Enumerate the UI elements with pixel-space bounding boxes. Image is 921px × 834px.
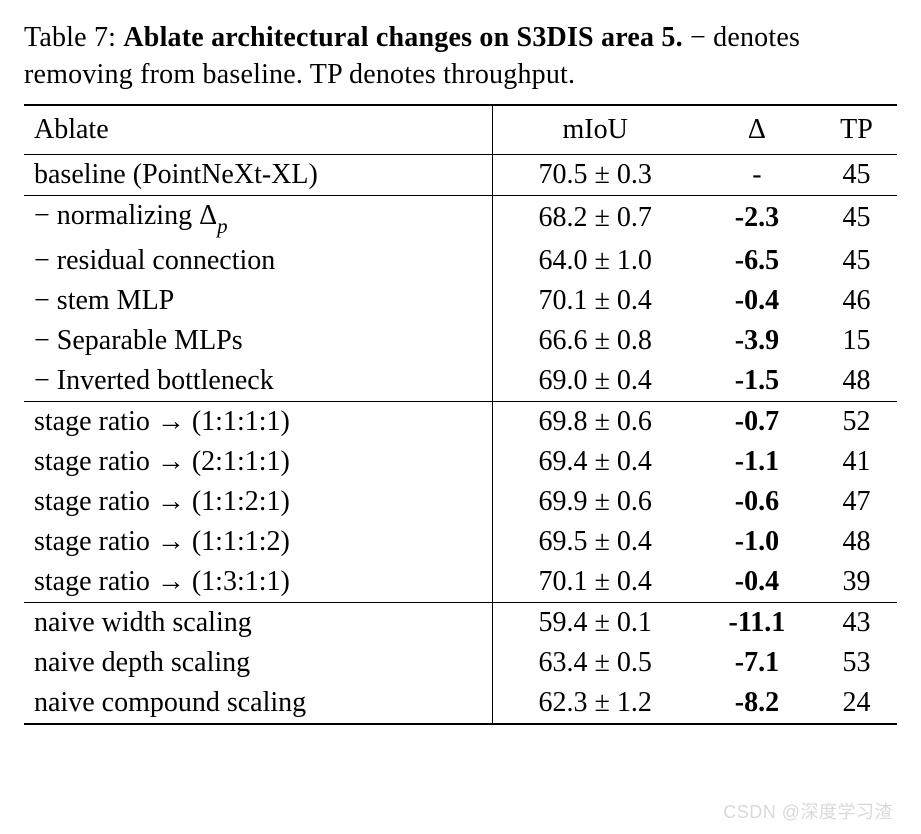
cell-ablate: − Inverted bottleneck: [24, 361, 492, 402]
cell-miou: 69.5 ± 0.4: [492, 522, 698, 562]
cell-ablate: − residual connection: [24, 241, 492, 281]
table-header-row: Ablate mIoU Δ TP: [24, 105, 897, 155]
table-row: stage ratio → (2:1:1:1)69.4 ± 0.4-1.141: [24, 442, 897, 482]
cell-tp: 53: [816, 643, 897, 683]
table-row: stage ratio → (1:3:1:1)70.1 ± 0.4-0.439: [24, 562, 897, 603]
table-row: − Separable MLPs66.6 ± 0.8-3.915: [24, 321, 897, 361]
cell-tp: 47: [816, 482, 897, 522]
cell-delta: -0.7: [698, 401, 816, 442]
cell-tp: 24: [816, 683, 897, 724]
cell-ablate: stage ratio → (1:1:1:2): [24, 522, 492, 562]
cell-tp: 48: [816, 522, 897, 562]
cell-delta: -0.4: [698, 281, 816, 321]
cell-miou: 70.1 ± 0.4: [492, 562, 698, 603]
caption-prefix: Table 7:: [24, 22, 123, 53]
cell-miou: 62.3 ± 1.2: [492, 683, 698, 724]
cell-ablate: − stem MLP: [24, 281, 492, 321]
cell-tp: 43: [816, 602, 897, 643]
cell-ablate: stage ratio → (2:1:1:1): [24, 442, 492, 482]
watermark: CSDN @深度学习渣: [723, 798, 893, 824]
cell-ablate: baseline (PointNeXt-XL): [24, 154, 492, 195]
cell-delta: -11.1: [698, 602, 816, 643]
cell-miou: 66.6 ± 0.8: [492, 321, 698, 361]
table-row: − normalizing Δp68.2 ± 0.7-2.345: [24, 195, 897, 240]
cell-delta: -1.1: [698, 442, 816, 482]
cell-miou: 69.8 ± 0.6: [492, 401, 698, 442]
cell-miou: 63.4 ± 0.5: [492, 643, 698, 683]
table-row: − Inverted bottleneck69.0 ± 0.4-1.548: [24, 361, 897, 402]
cell-ablate: stage ratio → (1:1:2:1): [24, 482, 492, 522]
cell-miou: 69.0 ± 0.4: [492, 361, 698, 402]
cell-ablate: naive width scaling: [24, 602, 492, 643]
table-row: naive compound scaling62.3 ± 1.2-8.224: [24, 683, 897, 724]
table-body: baseline (PointNeXt-XL)70.5 ± 0.3-45− no…: [24, 154, 897, 723]
cell-delta: -0.6: [698, 482, 816, 522]
cell-miou: 69.9 ± 0.6: [492, 482, 698, 522]
cell-tp: 41: [816, 442, 897, 482]
table-row: baseline (PointNeXt-XL)70.5 ± 0.3-45: [24, 154, 897, 195]
table-row: − residual connection64.0 ± 1.0-6.545: [24, 241, 897, 281]
cell-ablate: − normalizing Δp: [24, 195, 492, 240]
table-row: stage ratio → (1:1:1:1)69.8 ± 0.6-0.752: [24, 401, 897, 442]
cell-tp: 52: [816, 401, 897, 442]
cell-tp: 45: [816, 154, 897, 195]
table-caption: Table 7: Ablate architectural changes on…: [24, 20, 897, 94]
cell-ablate: stage ratio → (1:1:1:1): [24, 401, 492, 442]
table-row: naive depth scaling63.4 ± 0.5-7.153: [24, 643, 897, 683]
cell-ablate: − Separable MLPs: [24, 321, 492, 361]
cell-delta: -3.9: [698, 321, 816, 361]
cell-tp: 45: [816, 195, 897, 240]
caption-title: Ablate architectural changes on S3DIS ar…: [123, 22, 682, 53]
cell-delta: -2.3: [698, 195, 816, 240]
table-row: stage ratio → (1:1:2:1)69.9 ± 0.6-0.647: [24, 482, 897, 522]
col-header-ablate: Ablate: [24, 105, 492, 155]
col-header-miou: mIoU: [492, 105, 698, 155]
cell-tp: 15: [816, 321, 897, 361]
cell-ablate: naive compound scaling: [24, 683, 492, 724]
cell-miou: 59.4 ± 0.1: [492, 602, 698, 643]
cell-ablate: naive depth scaling: [24, 643, 492, 683]
cell-delta: -1.5: [698, 361, 816, 402]
cell-ablate: stage ratio → (1:3:1:1): [24, 562, 492, 603]
cell-tp: 39: [816, 562, 897, 603]
col-header-tp: TP: [816, 105, 897, 155]
cell-miou: 70.5 ± 0.3: [492, 154, 698, 195]
cell-miou: 64.0 ± 1.0: [492, 241, 698, 281]
table-row: − stem MLP70.1 ± 0.4-0.446: [24, 281, 897, 321]
cell-miou: 69.4 ± 0.4: [492, 442, 698, 482]
cell-delta: -1.0: [698, 522, 816, 562]
cell-tp: 45: [816, 241, 897, 281]
table-row: naive width scaling59.4 ± 0.1-11.143: [24, 602, 897, 643]
cell-tp: 46: [816, 281, 897, 321]
ablation-table: Ablate mIoU Δ TP baseline (PointNeXt-XL)…: [24, 104, 897, 725]
cell-delta: -8.2: [698, 683, 816, 724]
table-row: stage ratio → (1:1:1:2)69.5 ± 0.4-1.048: [24, 522, 897, 562]
cell-miou: 68.2 ± 0.7: [492, 195, 698, 240]
cell-delta: -: [698, 154, 816, 195]
cell-tp: 48: [816, 361, 897, 402]
cell-delta: -6.5: [698, 241, 816, 281]
col-header-delta: Δ: [698, 105, 816, 155]
cell-miou: 70.1 ± 0.4: [492, 281, 698, 321]
cell-delta: -7.1: [698, 643, 816, 683]
cell-delta: -0.4: [698, 562, 816, 603]
